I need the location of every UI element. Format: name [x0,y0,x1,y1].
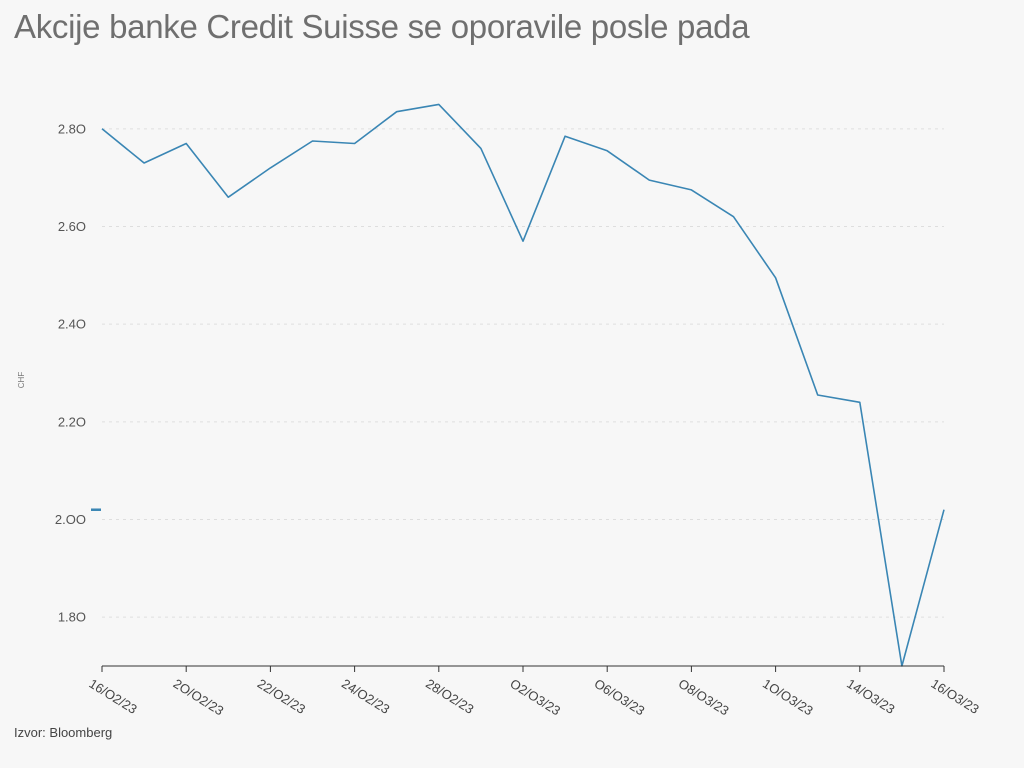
x-tick-label: O8/O3/23 [676,676,732,719]
x-tick-label: 16/O2/23 [86,676,139,717]
y-tick-label: 2.8O [58,121,86,136]
x-axis-ticks: 16/O2/23 2O/O2/23 22/O2/23 24/O2/23 28/O2/23… [86,666,982,719]
x-tick-label: 24/O2/23 [339,676,392,717]
x-tick-label: 14/O3/23 [844,676,897,717]
x-tick-label: 28/O2/23 [423,676,476,717]
series-line [101,103,945,667]
y-tick-label: 2.4O [58,317,86,332]
x-tick-label: O6/O3/23 [592,676,648,719]
y-tick-label: 2.OO [55,512,86,527]
chart-title: Akcije banke Credit Suisse se oporavile … [14,8,750,45]
grid [102,128,944,618]
source-note: Izvor: Bloomberg [14,725,113,740]
y-tick-label: 1.8O [58,610,86,625]
x-tick-label: O2/O3/23 [507,676,563,719]
y-axis-label: CHF [17,372,26,389]
y-axis-ticks: 1.8O 2.OO 2.2O 2.4O 2.6O 2.8O [55,121,86,624]
x-tick-label: 2O/O2/23 [171,676,227,719]
series [91,103,945,667]
x-tick-label: 1O/O3/23 [760,676,816,719]
x-tick-label: 16/O3/23 [928,676,981,717]
y-tick-label: 2.6O [58,219,86,234]
y-tick-label: 2.2O [58,414,86,429]
x-tick-label: 22/O2/23 [255,676,308,717]
